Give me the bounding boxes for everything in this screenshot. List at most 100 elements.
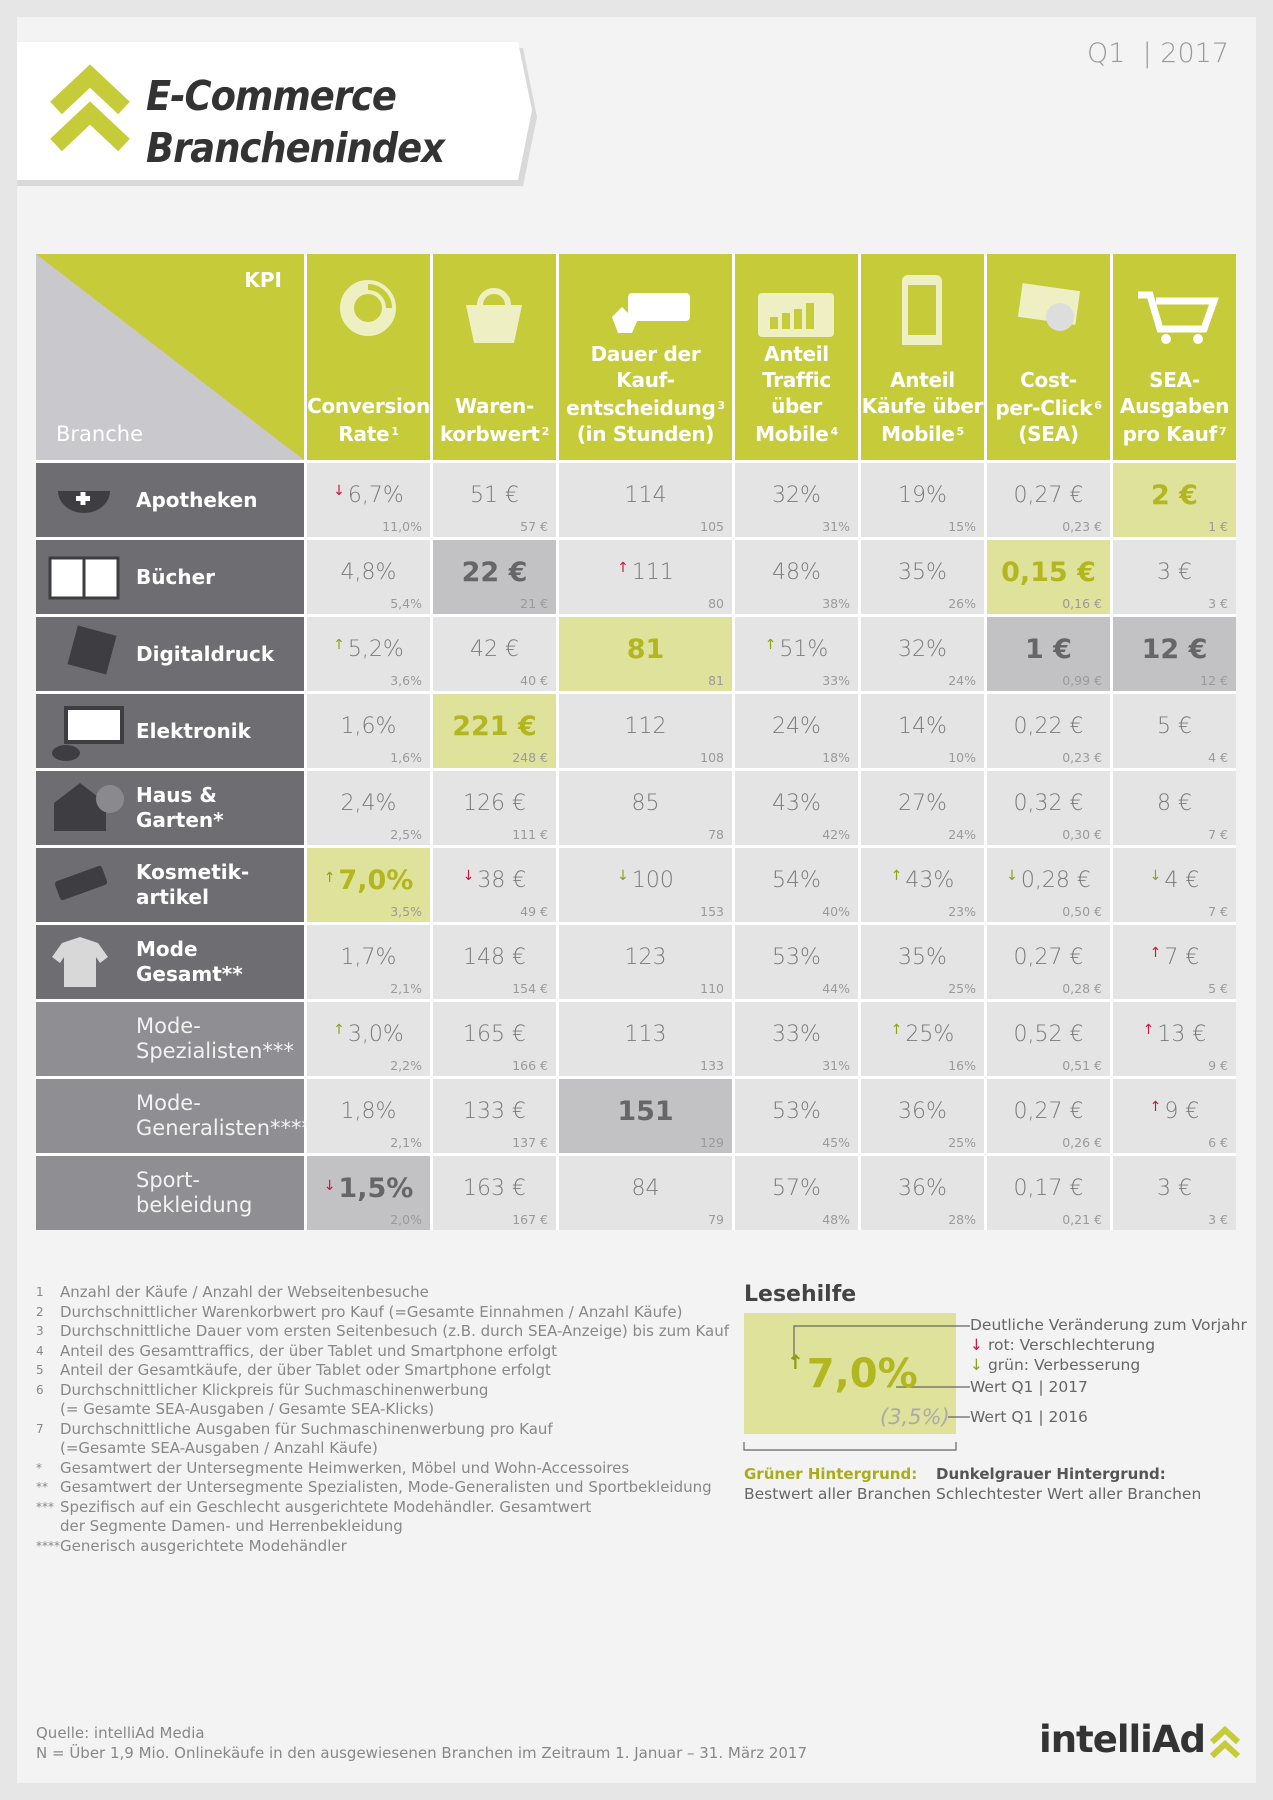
cell: 51 €57 € xyxy=(433,463,556,537)
previous-value: 4 € xyxy=(1208,750,1228,765)
cell: 221 € 248 € xyxy=(433,694,556,768)
row-name-line: Spezialisten*** xyxy=(136,1039,294,1063)
note: ↓ rot: Verschlechterung xyxy=(970,1335,1247,1355)
previous-value: 42% xyxy=(822,827,850,842)
row-name-line: Kosmetik- xyxy=(136,860,250,884)
current-value: 0,27 € xyxy=(1013,945,1084,970)
previous-value: 129 xyxy=(700,1135,724,1150)
cell-value-line: 2,4% xyxy=(307,791,430,816)
current-value: 85 xyxy=(631,791,660,816)
cell: 0,27 € 0,28 € xyxy=(987,925,1110,999)
cell: 19% 15% xyxy=(861,463,984,537)
previous-value: 105 xyxy=(700,519,724,534)
note: ↓ grün: Verbesserung xyxy=(970,1355,1247,1375)
footnote-ref: 4 xyxy=(830,425,839,438)
current-value: 25% xyxy=(905,1022,955,1047)
previous-value: 2,5% xyxy=(390,827,422,842)
current-value: 165 € xyxy=(463,1022,526,1047)
cell: 0,22 € 0,23 € xyxy=(987,694,1110,768)
cell: 0,52 € 0,51 € xyxy=(987,1002,1110,1076)
current-value: 0,32 € xyxy=(1013,791,1084,816)
cell-value-line: 0,27 € xyxy=(987,945,1110,970)
previous-value: 7 € xyxy=(1208,827,1228,842)
cell-value-line: 133 € xyxy=(433,1099,556,1124)
current-value: 2 € xyxy=(1151,480,1198,511)
footnote-text: Durchschnittliche Dauer vom ersten Seite… xyxy=(60,1322,730,1340)
current-value: 33% xyxy=(772,1022,821,1047)
previous-value: 45% xyxy=(822,1135,850,1150)
current-value: 6,7% xyxy=(347,483,404,508)
legend-lines xyxy=(743,1325,970,1451)
cell-value-line: 81 xyxy=(559,634,732,665)
footnote-marker xyxy=(36,1517,60,1537)
cell-value-line: 1,8% xyxy=(307,1099,430,1124)
corner-cell: KPI Branche xyxy=(36,254,304,460)
previous-value: 2,1% xyxy=(390,1135,422,1150)
cell: 163 € 167 € xyxy=(433,1156,556,1230)
row-name: Sport-bekleidung xyxy=(36,1156,304,1230)
footnote-text: Durchschnittliche Ausgaben für Suchmasch… xyxy=(60,1419,553,1438)
current-value: 0,27 € xyxy=(1013,1099,1084,1124)
cell: 57% 48% xyxy=(735,1156,858,1230)
cell: 36% 28% xyxy=(861,1156,984,1230)
cell-value-line: 114 xyxy=(559,483,732,508)
footnote-line: 6 Durchschnittlicher Klickpreis für Suchm… xyxy=(36,1381,729,1401)
cell: 114 105 xyxy=(559,463,732,537)
row-name: Kosmetik-artikel xyxy=(36,848,304,922)
cell: 151 129 xyxy=(559,1079,732,1153)
current-value: 22 € xyxy=(461,557,528,588)
cell: 4,8% 5,4% xyxy=(307,540,430,614)
footnote-line: **** Generisch ausgerichtete Modehändler xyxy=(36,1537,729,1557)
connector xyxy=(793,1325,970,1360)
footnote-line: (=Gesamte SEA-Ausgaben / Anzahl Käufe) xyxy=(36,1439,729,1459)
footnote-text: Durchschnittlicher Warenkorbwert pro Kau… xyxy=(60,1302,683,1321)
trend-arrow: ↑ xyxy=(1142,1022,1155,1038)
cell-value-line: 36% xyxy=(861,1176,984,1201)
note-text: grün: Verbesserung xyxy=(987,1356,1141,1374)
cell: ↑ 43% 23% xyxy=(861,848,984,922)
current-value: 84 xyxy=(631,1176,660,1201)
cell-value-line: ↑ 13 € xyxy=(1113,1022,1236,1047)
cell-value-line: 32% xyxy=(735,483,858,508)
current-value: 81 xyxy=(626,634,665,665)
previous-value: 137 € xyxy=(512,1135,548,1150)
current-value: 4 € xyxy=(1164,868,1200,893)
header-text: entscheidung xyxy=(566,396,716,420)
previous-value: 80 xyxy=(708,596,724,611)
column-header: SEA- Ausgaben pro Kauf 7 xyxy=(1113,254,1236,460)
cell-value-line: 8 € xyxy=(1113,791,1236,816)
previous-value: 6 € xyxy=(1208,1135,1228,1150)
trend-arrow: ↑ xyxy=(1149,1099,1162,1115)
trend-arrow: ↑ xyxy=(890,868,903,884)
cell: ↑ 9 € 6 € xyxy=(1113,1079,1236,1153)
header-text: Mobile xyxy=(755,422,829,446)
previous-value: 5,4% xyxy=(390,596,422,611)
cell: 53% 44% xyxy=(735,925,858,999)
previous-value: 49 € xyxy=(520,904,548,919)
cell-value-line: ↑ 3,0% xyxy=(307,1022,430,1047)
current-value: 114 xyxy=(624,483,667,508)
current-value: 3 € xyxy=(1157,1176,1192,1201)
footnote-line: 2 Durchschnittlicher Warenkorbwert pro Ka… xyxy=(36,1303,729,1323)
cell: 32% 24% xyxy=(861,617,984,691)
cell-value-line: 151 xyxy=(559,1096,732,1127)
row-name-line: Gesamt** xyxy=(136,962,243,986)
previous-value: 38% xyxy=(822,596,850,611)
footnote-marker xyxy=(36,1400,60,1420)
trend-arrow: ↑ xyxy=(333,1022,345,1038)
footnote-line: 3 Durchschnittliche Dauer vom ersten Seit… xyxy=(36,1322,729,1342)
current-value: 0,52 € xyxy=(1013,1022,1084,1047)
logo: intelliAd xyxy=(1039,1718,1206,1761)
current-value: 57% xyxy=(772,1176,821,1201)
row-name-line: Mode- xyxy=(136,1091,201,1115)
worst-text: Schlechtester Wert aller Branchen xyxy=(936,1485,1202,1503)
cell-value-line: 163 € xyxy=(433,1176,556,1201)
cell-value-line: 54% xyxy=(735,868,858,893)
trend-arrow: ↑ xyxy=(890,1022,903,1038)
row-name-line: Digitaldruck xyxy=(136,641,275,666)
trend-arrow: ↓ xyxy=(323,1178,336,1194)
cell: 12 € 12 € xyxy=(1113,617,1236,691)
cell-value-line: ↓ 100 xyxy=(559,868,732,893)
cell-value-line: 85 xyxy=(559,791,732,816)
previous-value: 78 xyxy=(708,827,724,842)
